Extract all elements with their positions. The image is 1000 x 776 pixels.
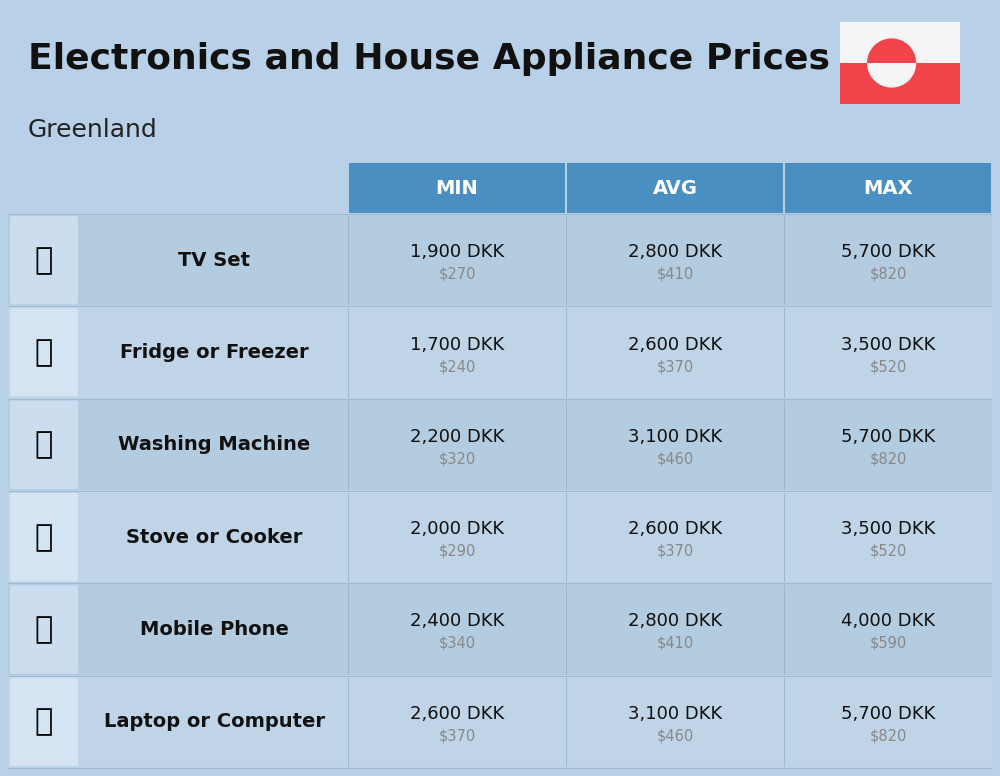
Text: $240: $240 — [438, 359, 476, 374]
FancyBboxPatch shape — [10, 585, 78, 674]
Text: $590: $590 — [869, 636, 907, 651]
FancyBboxPatch shape — [840, 63, 960, 104]
Text: $370: $370 — [438, 729, 476, 743]
Text: 2,600 DKK: 2,600 DKK — [628, 520, 722, 539]
FancyBboxPatch shape — [8, 677, 992, 767]
Text: 2,000 DKK: 2,000 DKK — [410, 520, 504, 539]
Text: 📱: 📱 — [35, 615, 53, 644]
Text: $370: $370 — [656, 359, 694, 374]
Text: 🌀: 🌀 — [35, 431, 53, 459]
Text: Fridge or Freezer: Fridge or Freezer — [120, 343, 308, 362]
Text: MIN: MIN — [436, 178, 478, 198]
FancyBboxPatch shape — [840, 22, 960, 104]
Text: Electronics and House Appliance Prices: Electronics and House Appliance Prices — [28, 42, 830, 76]
Text: 3,500 DKK: 3,500 DKK — [841, 520, 935, 539]
Text: 🔥: 🔥 — [35, 523, 53, 552]
FancyBboxPatch shape — [785, 163, 991, 213]
Text: $820: $820 — [869, 729, 907, 743]
Text: 📺: 📺 — [35, 246, 53, 275]
Text: 3,100 DKK: 3,100 DKK — [628, 428, 722, 446]
Text: 2,800 DKK: 2,800 DKK — [628, 243, 722, 262]
Text: $820: $820 — [869, 267, 907, 282]
Text: 5,700 DKK: 5,700 DKK — [841, 428, 935, 446]
Wedge shape — [867, 38, 916, 63]
FancyBboxPatch shape — [8, 215, 992, 305]
FancyBboxPatch shape — [8, 492, 992, 582]
Text: Laptop or Computer: Laptop or Computer — [104, 712, 324, 731]
FancyBboxPatch shape — [10, 677, 78, 766]
Text: $370: $370 — [656, 544, 694, 559]
FancyBboxPatch shape — [10, 308, 78, 397]
FancyBboxPatch shape — [8, 400, 992, 490]
Text: TV Set: TV Set — [178, 251, 250, 270]
FancyBboxPatch shape — [10, 400, 78, 489]
FancyBboxPatch shape — [8, 307, 992, 397]
Text: 2,600 DKK: 2,600 DKK — [628, 335, 722, 354]
Text: Washing Machine: Washing Machine — [118, 435, 310, 454]
Text: 2,800 DKK: 2,800 DKK — [628, 612, 722, 630]
FancyBboxPatch shape — [567, 163, 783, 213]
Text: 2,600 DKK: 2,600 DKK — [410, 705, 504, 722]
Text: 2,200 DKK: 2,200 DKK — [410, 428, 504, 446]
Text: 🧊: 🧊 — [35, 338, 53, 367]
Text: 2,400 DKK: 2,400 DKK — [410, 612, 504, 630]
Text: $290: $290 — [438, 544, 476, 559]
FancyBboxPatch shape — [8, 584, 992, 674]
Text: 1,700 DKK: 1,700 DKK — [410, 335, 504, 354]
Text: $270: $270 — [438, 267, 476, 282]
Text: $520: $520 — [869, 359, 907, 374]
Text: 3,500 DKK: 3,500 DKK — [841, 335, 935, 354]
Text: Stove or Cooker: Stove or Cooker — [126, 528, 302, 546]
Text: 5,700 DKK: 5,700 DKK — [841, 243, 935, 262]
Text: AVG: AVG — [652, 178, 698, 198]
Text: 1,900 DKK: 1,900 DKK — [410, 243, 504, 262]
Text: 3,100 DKK: 3,100 DKK — [628, 705, 722, 722]
Wedge shape — [867, 63, 916, 88]
Text: Greenland: Greenland — [28, 118, 158, 142]
Text: $410: $410 — [656, 636, 694, 651]
Text: $460: $460 — [656, 452, 694, 466]
Text: $320: $320 — [438, 452, 476, 466]
Text: Mobile Phone: Mobile Phone — [140, 620, 288, 639]
Text: $820: $820 — [869, 452, 907, 466]
Text: $460: $460 — [656, 729, 694, 743]
Text: MAX: MAX — [863, 178, 913, 198]
Text: 5,700 DKK: 5,700 DKK — [841, 705, 935, 722]
FancyBboxPatch shape — [349, 163, 565, 213]
FancyBboxPatch shape — [10, 216, 78, 304]
FancyBboxPatch shape — [10, 493, 78, 581]
Text: $410: $410 — [656, 267, 694, 282]
Text: $340: $340 — [438, 636, 476, 651]
Text: 4,000 DKK: 4,000 DKK — [841, 612, 935, 630]
Text: 💻: 💻 — [35, 708, 53, 736]
Text: $520: $520 — [869, 544, 907, 559]
